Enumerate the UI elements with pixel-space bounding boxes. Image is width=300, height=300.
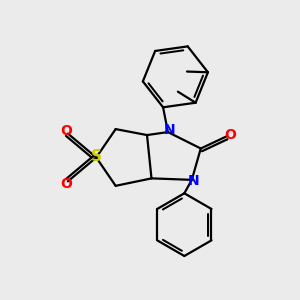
Text: N: N bbox=[164, 123, 175, 137]
Text: S: S bbox=[91, 149, 102, 164]
Text: O: O bbox=[225, 128, 237, 142]
Text: O: O bbox=[61, 177, 72, 191]
Text: N: N bbox=[188, 174, 199, 188]
Text: O: O bbox=[61, 124, 72, 138]
